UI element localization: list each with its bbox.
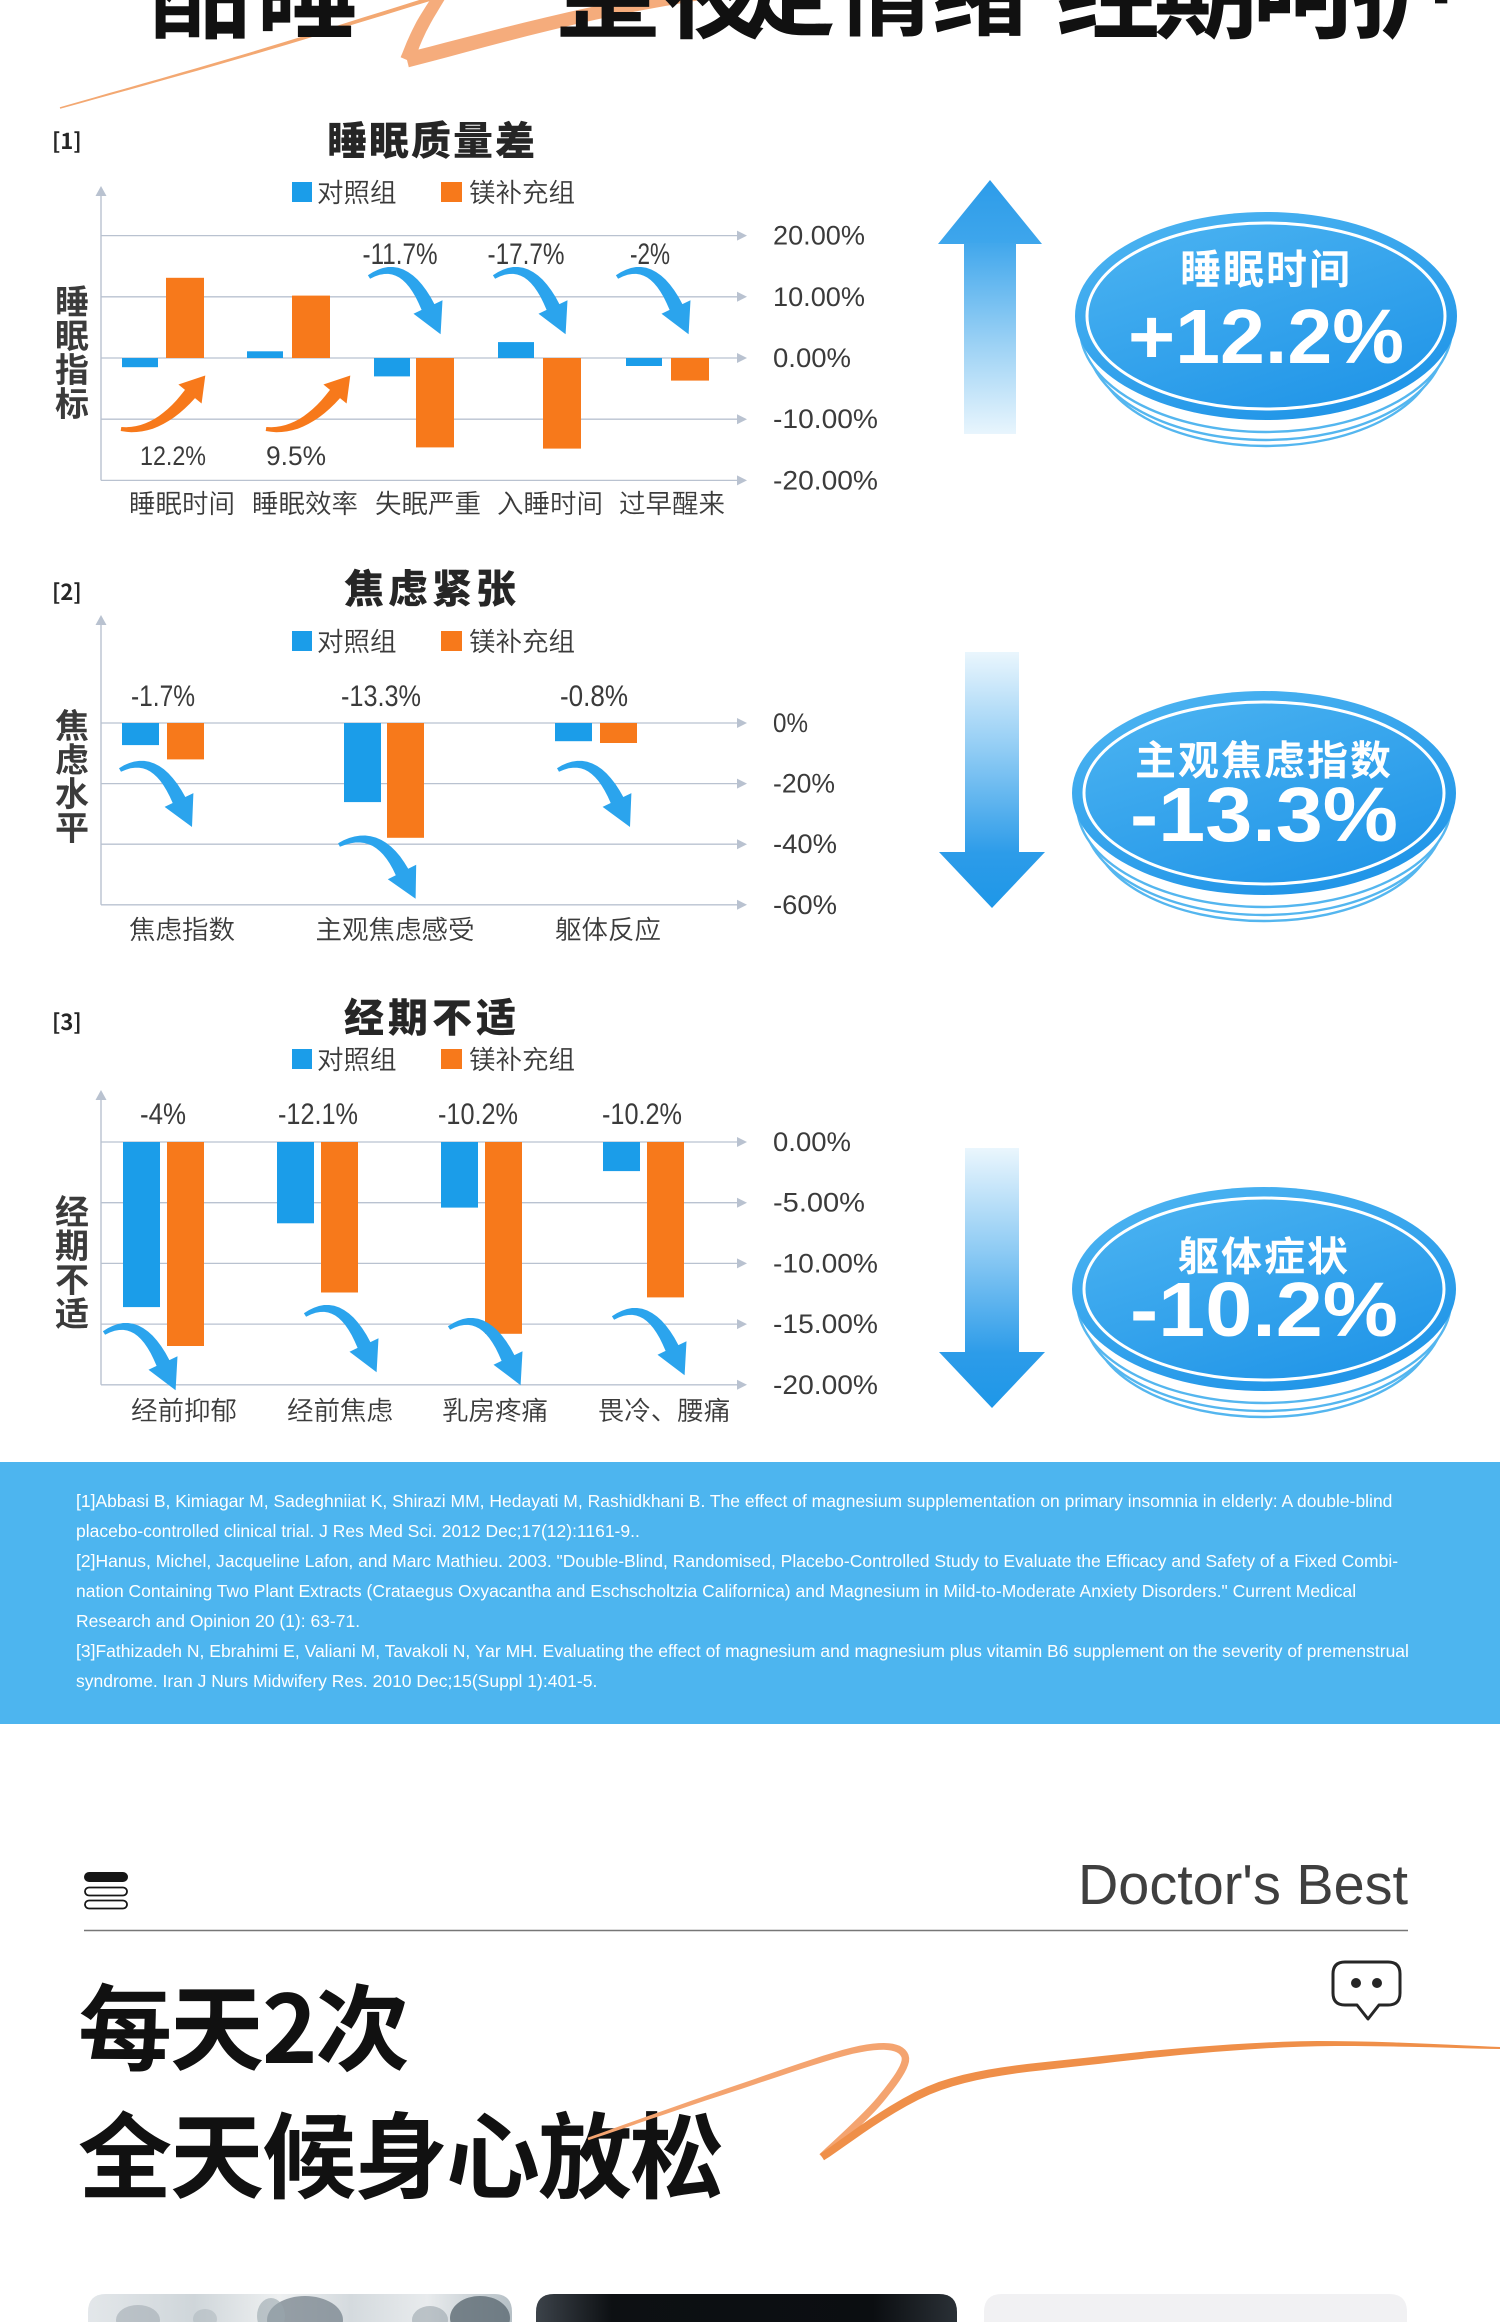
- svg-text:-2%: -2%: [630, 238, 670, 271]
- svg-text:0.00%: 0.00%: [773, 1127, 851, 1157]
- svg-text:20.00%: 20.00%: [773, 221, 865, 251]
- svg-text:-12.1%: -12.1%: [278, 1098, 358, 1131]
- svg-text:-20.00%: -20.00%: [773, 1370, 878, 1400]
- svg-text:-10.2%: -10.2%: [602, 1098, 682, 1131]
- svg-text:-10.2%: -10.2%: [1130, 1267, 1398, 1353]
- svg-text:-10.00%: -10.00%: [773, 1248, 878, 1278]
- svg-text:-1.7%: -1.7%: [131, 680, 195, 713]
- svg-text:-0.8%: -0.8%: [560, 680, 628, 713]
- svg-text:9.5%: 9.5%: [266, 441, 326, 471]
- svg-text:-15.00%: -15.00%: [773, 1309, 878, 1339]
- svg-text:-10.2%: -10.2%: [438, 1098, 518, 1131]
- svg-text:-11.7%: -11.7%: [363, 238, 438, 271]
- svg-text:10.00%: 10.00%: [773, 282, 865, 312]
- svg-text:Doctor's Best: Doctor's Best: [1078, 1853, 1408, 1917]
- svg-text:0.00%: 0.00%: [773, 343, 851, 373]
- svg-text:-60%: -60%: [773, 890, 837, 920]
- svg-text:+12.2%: +12.2%: [1128, 294, 1404, 380]
- svg-text:-5.00%: -5.00%: [773, 1188, 865, 1218]
- svg-text:-20%: -20%: [773, 769, 835, 799]
- svg-text:-10.00%: -10.00%: [773, 404, 878, 434]
- svg-text:-13.3%: -13.3%: [1130, 772, 1398, 858]
- svg-text:0%: 0%: [773, 708, 808, 738]
- svg-text:-17.7%: -17.7%: [488, 238, 565, 271]
- svg-text:-4%: -4%: [140, 1098, 186, 1131]
- svg-text:-13.3%: -13.3%: [341, 680, 421, 713]
- svg-text:-20.00%: -20.00%: [773, 465, 878, 495]
- svg-text:12.2%: 12.2%: [140, 441, 206, 471]
- svg-text:-40%: -40%: [773, 829, 837, 859]
